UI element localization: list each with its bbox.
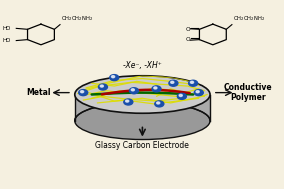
Circle shape [79,90,88,96]
Text: CH$_2$CH$_2$NH$_2$: CH$_2$CH$_2$NH$_2$ [61,14,93,23]
Circle shape [196,91,199,93]
Circle shape [171,81,174,83]
Circle shape [189,80,198,86]
Text: Metal: Metal [26,88,50,97]
Text: CH$_2$CH$_2$NH$_2$: CH$_2$CH$_2$NH$_2$ [233,14,266,23]
Circle shape [177,93,186,99]
Circle shape [155,101,164,107]
Text: O: O [185,37,190,42]
Text: Glassy Carbon Electrode: Glassy Carbon Electrode [95,141,189,150]
Circle shape [131,89,134,91]
Circle shape [191,81,194,83]
Polygon shape [75,94,210,121]
Circle shape [179,94,182,97]
Circle shape [110,75,119,81]
Text: HO: HO [3,26,11,31]
Text: HO: HO [3,38,11,43]
Circle shape [130,88,139,94]
Circle shape [154,87,157,89]
Circle shape [194,90,203,96]
Circle shape [100,85,103,87]
Circle shape [156,102,160,104]
Text: O: O [185,27,190,32]
Ellipse shape [75,102,210,139]
Text: -Xe⁻, -XH⁺: -Xe⁻, -XH⁺ [123,61,162,70]
Circle shape [169,80,178,86]
Circle shape [112,76,115,78]
Circle shape [99,84,107,90]
Ellipse shape [75,76,210,113]
Circle shape [152,86,161,92]
Circle shape [126,100,129,102]
Text: Conductive
Polymer: Conductive Polymer [224,83,272,102]
Circle shape [81,91,84,93]
Circle shape [124,99,133,105]
